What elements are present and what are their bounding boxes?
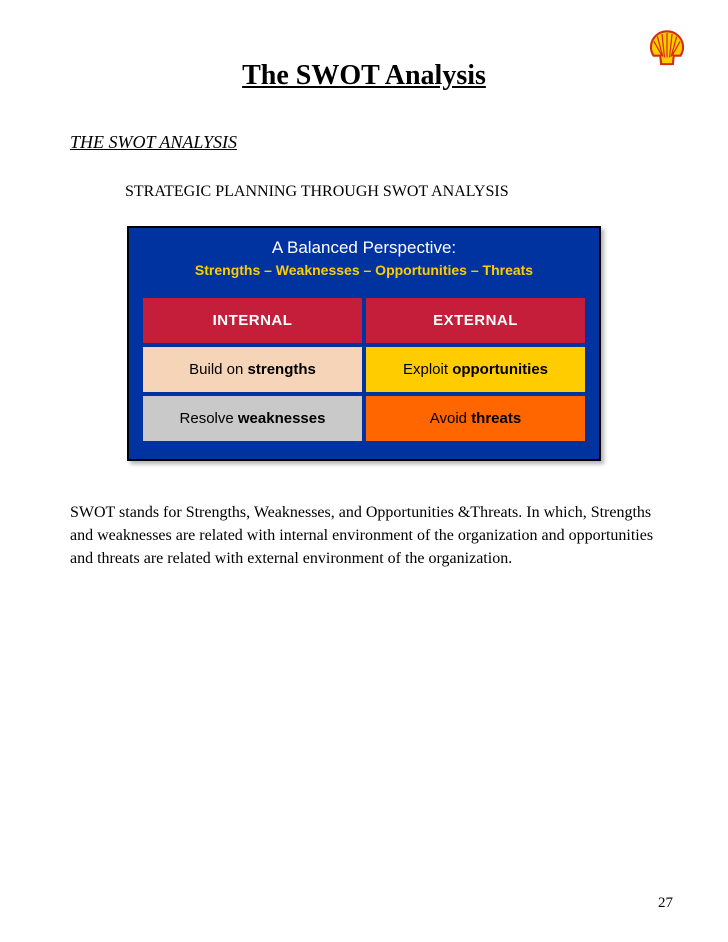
diagram-header-subtitle: Strengths – Weaknesses – Opportunities –… xyxy=(137,262,591,278)
main-title: The SWOT Analysis xyxy=(70,60,658,92)
diagram-header-title: A Balanced Perspective: xyxy=(137,238,591,258)
cell-external: EXTERNAL xyxy=(366,298,585,343)
cell-text: Build on xyxy=(189,361,247,378)
cell-text: Exploit xyxy=(403,361,452,378)
swot-diagram: A Balanced Perspective: Strengths – Weak… xyxy=(127,226,601,461)
cell-text: Avoid xyxy=(430,410,471,427)
body-paragraph: SWOT stands for Strengths, Weaknesses, a… xyxy=(70,501,658,571)
cell-threats: Avoid threats xyxy=(366,396,585,441)
page-number: 27 xyxy=(658,895,673,912)
section-title: STRATEGIC PLANNING THROUGH SWOT ANALYSIS xyxy=(125,183,658,201)
cell-bold: opportunities xyxy=(452,361,548,378)
diagram-header: A Balanced Perspective: Strengths – Weak… xyxy=(129,228,599,290)
cell-opportunities: Exploit opportunities xyxy=(366,347,585,392)
cell-weaknesses: Resolve weaknesses xyxy=(143,396,362,441)
cell-strengths: Build on strengths xyxy=(143,347,362,392)
cell-text: Resolve xyxy=(180,410,238,427)
cell-bold: threats xyxy=(471,410,521,427)
cell-internal: INTERNAL xyxy=(143,298,362,343)
document-page: The SWOT Analysis THE SWOT ANALYSIS STRA… xyxy=(0,0,728,942)
cell-bold: weaknesses xyxy=(238,410,326,427)
shell-logo-icon xyxy=(646,28,688,75)
cell-bold: strengths xyxy=(248,361,316,378)
diagram-grid: INTERNAL EXTERNAL Build on strengths Exp… xyxy=(129,290,599,459)
sub-title: THE SWOT ANALYSIS xyxy=(70,132,658,153)
